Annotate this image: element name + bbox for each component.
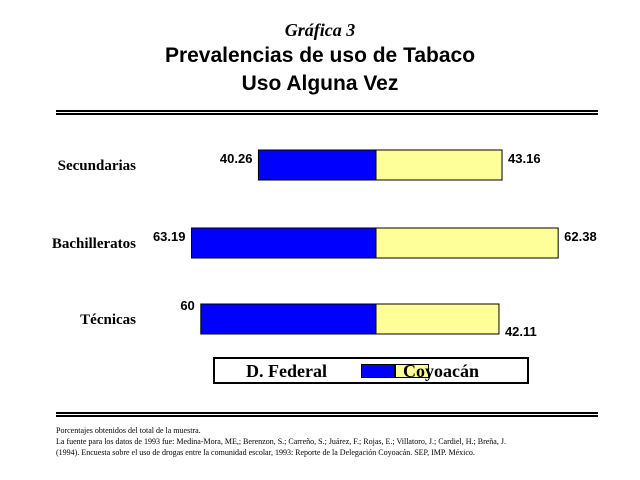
value-label-dfederal-tecnicas: 60 <box>180 298 194 313</box>
legend-swatch-coyoacan <box>395 364 429 378</box>
bar-coyoacan-bachilleratos <box>375 227 559 259</box>
value-label-coyoacan-bachilleratos: 62.38 <box>564 229 597 244</box>
value-label-dfederal-bachilleratos: 63.19 <box>153 229 186 244</box>
legend-swatch-dfederal <box>361 364 395 378</box>
legend-label-dfederal: D. Federal <box>246 361 327 381</box>
value-label-coyoacan-tecnicas: 42.11 <box>505 324 537 339</box>
footnote-source: La fuente para los datos de 1993 fue: Me… <box>56 437 506 446</box>
category-label-secundarias: Secundarias <box>58 158 137 174</box>
category-label-tecnicas: Técnicas <box>80 312 136 328</box>
bar-dfederal-bachilleratos <box>190 227 377 259</box>
bar-coyoacan-tecnicas <box>375 303 500 335</box>
legend-label-coyoacan: Coyoacán <box>403 361 479 381</box>
bar-dfederal-tecnicas <box>200 303 377 335</box>
bar-coyoacan-secundarias <box>375 149 503 181</box>
footnote-reference: (1994). Encuesta sobre el uso de drogas … <box>56 448 475 457</box>
chart-legend: D. Federal Coyoacán <box>213 357 529 384</box>
category-label-bachilleratos: Bachilleratos <box>52 236 136 252</box>
chart-title: Prevalencias de uso de Tabaco <box>164 44 476 67</box>
footnote-note: Porcentajes obtenidos del total de la mu… <box>56 426 201 435</box>
bottom-divider <box>56 412 598 417</box>
value-label-coyoacan-secundarias: 43.16 <box>508 151 541 166</box>
bar-dfederal-secundarias <box>257 149 377 181</box>
value-label-dfederal-secundarias: 40.26 <box>220 151 253 166</box>
chart-number: Gráfica 3 <box>284 20 356 40</box>
top-divider <box>56 110 598 115</box>
chart-subtitle: Uso Alguna Vez <box>241 72 399 95</box>
